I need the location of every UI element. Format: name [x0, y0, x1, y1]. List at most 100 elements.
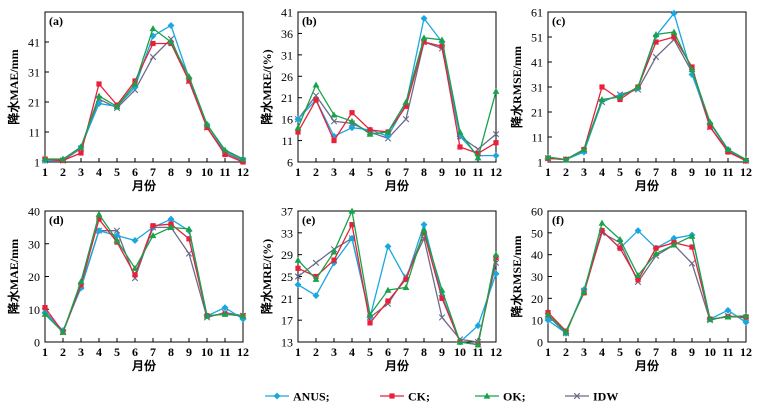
- data-point: [652, 250, 660, 257]
- data-point: [688, 232, 696, 239]
- legend-marker: [273, 392, 281, 400]
- x-axis-label: 月份: [634, 178, 660, 193]
- series-idw: [294, 38, 500, 153]
- data-point: [598, 219, 606, 226]
- data-point: [439, 43, 445, 49]
- x-tick-label: 4: [349, 345, 355, 359]
- y-tick-label: 25: [281, 270, 293, 284]
- y-tick-label: 20: [28, 270, 40, 284]
- data-point: [616, 93, 624, 100]
- data-point: [221, 146, 229, 153]
- data-point: [330, 111, 338, 118]
- data-point: [402, 284, 410, 291]
- data-point: [653, 39, 659, 45]
- data-point: [295, 129, 301, 135]
- data-point: [474, 341, 482, 348]
- data-point: [167, 21, 175, 30]
- data-point: [77, 143, 85, 150]
- data-point: [113, 227, 121, 234]
- series-ok: [41, 25, 247, 162]
- data-point: [113, 103, 121, 110]
- y-tick-label: 21: [281, 292, 293, 306]
- data-point: [439, 295, 445, 301]
- x-tick-label: 10: [201, 165, 213, 179]
- data-point: [186, 78, 192, 84]
- legend-item-anus: ANUS;: [265, 390, 330, 404]
- series-line: [297, 41, 497, 150]
- x-tick-label: 5: [617, 345, 623, 359]
- data-point: [598, 96, 606, 103]
- y-tick-label: 21: [281, 91, 293, 105]
- panel-label: (b): [302, 14, 317, 28]
- data-point: [95, 210, 103, 217]
- data-point: [492, 152, 500, 160]
- plot-frame: [297, 11, 497, 163]
- x-tick-label: 10: [704, 165, 716, 179]
- data-point: [688, 260, 696, 267]
- x-tick-label: 2: [60, 345, 66, 359]
- y-tick-label: 33: [281, 226, 293, 240]
- x-tick-label: 2: [563, 345, 569, 359]
- data-point: [617, 245, 623, 251]
- data-point: [706, 118, 714, 125]
- y-tick-label: 1: [537, 156, 543, 170]
- x-tick-label: 11: [472, 345, 483, 359]
- series-line: [547, 221, 747, 334]
- data-point: [724, 313, 732, 320]
- y-tick-label: 36: [281, 27, 293, 41]
- series-line: [45, 27, 244, 160]
- y-tick-label: 41: [281, 6, 293, 20]
- series-line: [44, 24, 244, 162]
- data-point: [475, 150, 481, 157]
- data-point: [402, 115, 410, 123]
- x-tick-label: 9: [439, 165, 445, 179]
- x-tick-label: 2: [313, 165, 319, 179]
- data-point: [331, 137, 337, 144]
- y-axis-label: 降水RMSE/mm: [509, 46, 524, 128]
- data-point: [384, 242, 392, 251]
- series-line: [547, 11, 747, 162]
- series-ok: [544, 219, 750, 335]
- series-ck: [295, 39, 499, 157]
- data-point: [239, 155, 247, 162]
- x-tick-label: 3: [581, 165, 587, 179]
- data-point: [707, 124, 713, 130]
- y-tick-label: 11: [28, 126, 40, 140]
- x-tick-label: 2: [60, 165, 66, 179]
- x-tick-label: 9: [689, 165, 695, 179]
- x-tick-label: 5: [367, 165, 373, 179]
- data-point: [742, 156, 750, 163]
- data-point: [131, 236, 139, 245]
- data-point: [689, 244, 695, 250]
- data-point: [222, 151, 228, 158]
- y-tick-label: 0: [34, 336, 40, 350]
- data-point: [149, 25, 157, 32]
- data-point: [742, 312, 750, 319]
- x-tick-label: 12: [237, 165, 249, 179]
- x-tick-label: 4: [599, 165, 605, 179]
- series-ck: [545, 34, 749, 164]
- x-tick-label: 10: [454, 165, 466, 179]
- x-axis-label: 月份: [634, 358, 660, 373]
- y-tick-label: 31: [281, 48, 293, 62]
- series-line: [297, 222, 497, 346]
- x-tick-label: 10: [454, 345, 466, 359]
- y-tick-label: 10: [28, 303, 40, 317]
- y-tick-label: 29: [281, 248, 293, 262]
- data-point: [438, 314, 446, 321]
- x-tick-label: 9: [689, 345, 695, 359]
- series-line: [297, 41, 497, 155]
- data-point: [349, 110, 355, 116]
- series-line: [547, 31, 747, 161]
- y-tick-label: 1: [34, 156, 40, 170]
- y-tick-label: 21: [531, 106, 543, 120]
- y-tick-label: 30: [28, 237, 40, 251]
- data-point: [186, 236, 192, 242]
- series-line: [44, 42, 244, 163]
- data-point: [671, 34, 677, 40]
- x-tick-label: 7: [653, 345, 659, 359]
- data-point: [294, 273, 302, 280]
